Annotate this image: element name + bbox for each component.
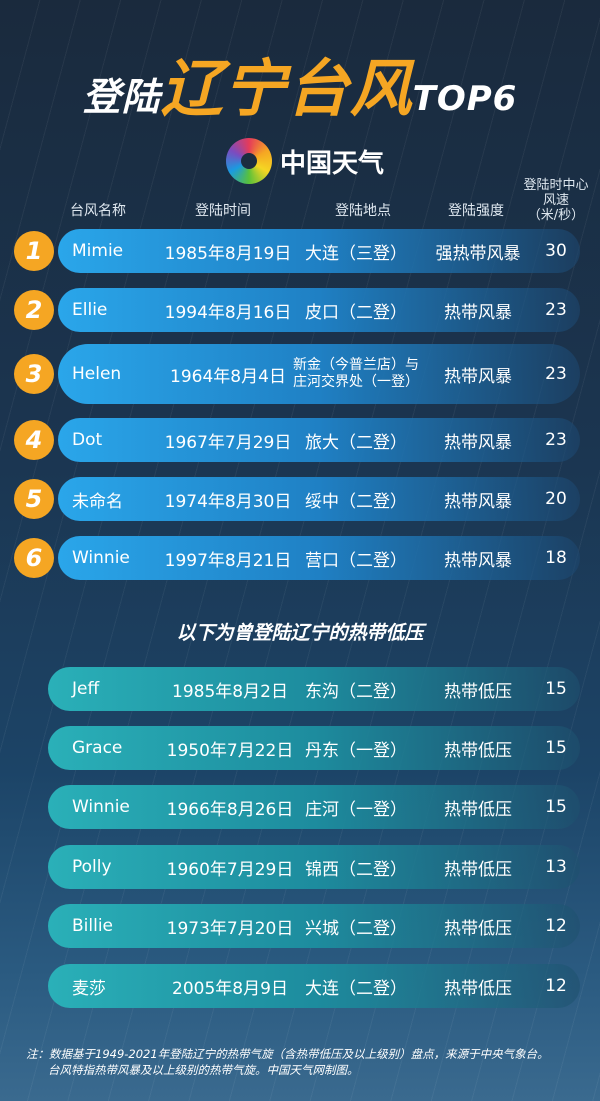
section-subtitle: 以下为曾登陆辽宁的热带低压 [176, 622, 424, 644]
depression-name: Billie [72, 916, 114, 936]
landing-date: 1974年8月30日 [164, 491, 292, 512]
location-line: 庄河交界处（一登） [293, 374, 419, 390]
landing-intensity: 热带风暴 [444, 491, 512, 512]
rank-badge: 3 [14, 354, 54, 394]
header-intensity: 登陆强度 [448, 203, 504, 219]
landing-location: 庄河（一登） [305, 799, 407, 820]
wind-speed: 30 [545, 241, 567, 261]
depression-row: 麦莎 2005年8月9日 大连（二登） 热带低压 12 [48, 964, 580, 1008]
landing-date: 1994年8月16日 [164, 302, 292, 323]
typhoon-row: Mimie 1985年8月19日 大连（三登） 强热带风暴 30 [58, 229, 580, 273]
depression-name: Grace [72, 738, 123, 758]
logo: 中国天气 [226, 138, 384, 184]
landing-intensity: 热带低压 [444, 740, 512, 761]
landing-location: 大连（三登） [305, 243, 407, 264]
landing-location: 丹东（一登） [305, 740, 407, 761]
landing-location: 皮口（二登） [305, 302, 407, 323]
logo-icon [226, 138, 272, 184]
landing-date: 1964年8月4日 [170, 366, 286, 387]
depression-name: Winnie [72, 797, 130, 817]
typhoon-name: Helen [72, 364, 122, 384]
page-title: 登陆辽宁台风TOP6 [0, 38, 600, 128]
landing-date: 1985年8月2日 [172, 681, 288, 702]
title-part1: 登陆 [82, 75, 161, 119]
landing-location: 东沟（二登） [305, 681, 407, 702]
typhoon-row: 未命名 1974年8月30日 绥中（二登） 热带风暴 20 [58, 477, 580, 521]
footnote: 注：数据基于1949-2021年登陆辽宁的热带气旋（含热带低压及以上级别）盘点，… [26, 1046, 549, 1078]
header-speed-label: 登陆时中心风速 [523, 178, 589, 208]
typhoon-row: Dot 1967年7月29日 旅大（二登） 热带风暴 23 [58, 418, 580, 462]
wind-speed: 15 [545, 679, 567, 699]
title-part3: TOP6 [412, 79, 518, 119]
wind-speed: 23 [545, 300, 567, 320]
landing-intensity: 热带低压 [444, 978, 512, 999]
landing-location: 锦西（二登） [305, 859, 407, 880]
footnote-line2: 台风特指热带风暴及以上级别的热带气旋。中国天气网制图。 [48, 1063, 359, 1077]
logo-text: 中国天气 [280, 148, 385, 179]
landing-intensity: 热带低压 [444, 681, 512, 702]
landing-date: 1985年8月19日 [164, 243, 292, 264]
header-date: 登陆时间 [195, 203, 251, 219]
rank-badge: 6 [14, 538, 54, 578]
landing-date: 1967年7月29日 [164, 432, 292, 453]
landing-date: 1997年8月21日 [164, 550, 292, 571]
wind-speed: 13 [545, 857, 567, 877]
depression-row: Jeff 1985年8月2日 东沟（二登） 热带低压 15 [48, 667, 580, 711]
typhoon-name: 未命名 [72, 491, 123, 512]
landing-date: 2005年8月9日 [172, 978, 288, 999]
typhoon-row: Helen 1964年8月4日 新金（今普兰店）与 庄河交界处（一登） 热带风暴 23 [58, 344, 580, 404]
depression-name: Jeff [72, 679, 100, 699]
landing-intensity: 热带低压 [444, 859, 512, 880]
depression-name: Polly [72, 857, 112, 877]
typhoon-name: Winnie [72, 548, 130, 568]
landing-location: 新金（今普兰店）与 庄河交界处（一登） [286, 357, 426, 391]
header-speed-unit: （米/秒） [527, 208, 585, 223]
depression-row: Grace 1950年7月22日 丹东（一登） 热带低压 15 [48, 726, 580, 770]
landing-intensity: 热带风暴 [444, 302, 512, 323]
header-speed: 登陆时中心风速 （米/秒） [523, 178, 589, 223]
wind-speed: 23 [545, 364, 567, 384]
landing-intensity: 热带风暴 [444, 550, 512, 571]
wind-speed: 12 [545, 916, 567, 936]
wind-speed: 12 [545, 976, 567, 996]
header-name: 台风名称 [70, 203, 126, 219]
landing-location: 营口（二登） [305, 550, 407, 571]
landing-date: 1950年7月22日 [166, 740, 294, 761]
landing-intensity: 强热带风暴 [435, 243, 521, 264]
rank-badge: 4 [14, 420, 54, 460]
landing-location: 旅大（二登） [305, 432, 407, 453]
depression-row: Polly 1960年7月29日 锦西（二登） 热带低压 13 [48, 845, 580, 889]
location-line: 新金（今普兰店）与 [293, 357, 419, 373]
wind-speed: 15 [545, 738, 567, 758]
wind-speed: 23 [545, 430, 567, 450]
landing-intensity: 热带低压 [444, 799, 512, 820]
depression-row: Winnie 1966年8月26日 庄河（一登） 热带低压 15 [48, 785, 580, 829]
typhoon-name: Dot [72, 430, 103, 450]
footnote-line1: 注：数据基于1949-2021年登陆辽宁的热带气旋（含热带低压及以上级别）盘点，… [26, 1047, 549, 1061]
landing-date: 1973年7月20日 [166, 918, 294, 939]
typhoon-row: Winnie 1997年8月21日 营口（二登） 热带风暴 18 [58, 536, 580, 580]
landing-intensity: 热带低压 [444, 918, 512, 939]
typhoon-name: Mimie [72, 241, 124, 261]
landing-location: 兴城（二登） [305, 918, 407, 939]
rank-badge: 5 [14, 479, 54, 519]
rank-badge: 2 [14, 290, 54, 330]
header-location: 登陆地点 [335, 203, 391, 219]
landing-location: 大连（二登） [305, 978, 407, 999]
landing-date: 1960年7月29日 [166, 859, 294, 880]
rank-badge: 1 [14, 231, 54, 271]
landing-intensity: 热带风暴 [444, 432, 512, 453]
landing-intensity: 热带风暴 [444, 366, 512, 387]
depression-name: 麦莎 [72, 978, 106, 999]
landing-location: 绥中（二登） [305, 491, 407, 512]
typhoon-row: Ellie 1994年8月16日 皮口（二登） 热带风暴 23 [58, 288, 580, 332]
wind-speed: 15 [545, 797, 567, 817]
landing-date: 1966年8月26日 [166, 799, 294, 820]
title-part2: 辽宁台风 [160, 52, 413, 125]
depression-row: Billie 1973年7月20日 兴城（二登） 热带低压 12 [48, 904, 580, 948]
wind-speed: 20 [545, 489, 567, 509]
wind-speed: 18 [545, 548, 567, 568]
typhoon-name: Ellie [72, 300, 108, 320]
